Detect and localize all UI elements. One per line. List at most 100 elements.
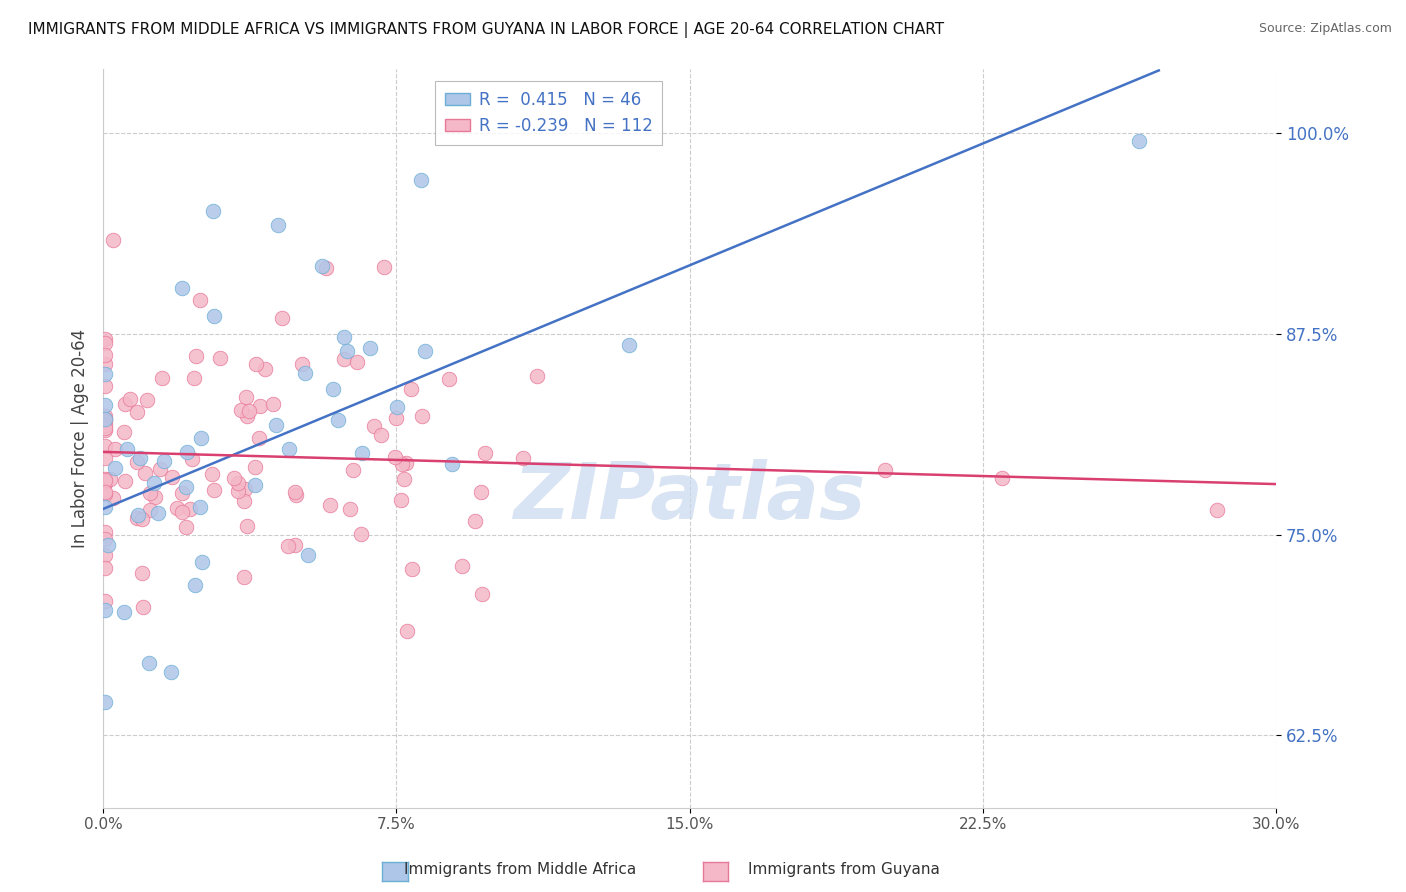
Point	[190, 432, 212, 446]
Point	[172, 486, 194, 500]
Point	[322, 382, 344, 396]
Point	[176, 480, 198, 494]
Point	[149, 461, 172, 475]
Point	[94, 348, 117, 362]
Point	[235, 390, 257, 404]
Point	[297, 548, 319, 562]
Point	[474, 446, 496, 460]
Point	[389, 493, 412, 508]
Point	[617, 338, 640, 352]
Point	[114, 397, 136, 411]
Point	[94, 476, 117, 491]
Point	[160, 469, 183, 483]
Point	[172, 505, 194, 519]
Point	[373, 260, 395, 275]
Point	[94, 367, 117, 381]
Point	[411, 409, 433, 424]
Point	[395, 456, 418, 470]
Point	[112, 425, 135, 439]
Point	[342, 463, 364, 477]
Point	[94, 473, 117, 487]
Point	[291, 358, 314, 372]
Point	[188, 500, 211, 514]
Point	[411, 173, 433, 187]
Point	[238, 403, 260, 417]
Point	[384, 450, 406, 464]
Point	[352, 446, 374, 460]
Point	[94, 411, 117, 425]
Text: ZIPatlas: ZIPatlas	[513, 459, 866, 535]
Point	[339, 502, 361, 516]
Point	[143, 475, 166, 490]
Point	[166, 500, 188, 515]
Point	[94, 439, 117, 453]
Point	[1206, 503, 1229, 517]
Point	[190, 824, 212, 838]
Point	[115, 442, 138, 456]
Point	[264, 418, 287, 433]
Point	[172, 281, 194, 295]
Point	[181, 452, 204, 467]
Point	[437, 372, 460, 386]
Point	[385, 400, 408, 414]
Point	[100, 472, 122, 486]
Point	[228, 484, 250, 499]
Point	[94, 476, 117, 491]
Point	[188, 293, 211, 308]
Point	[94, 484, 117, 499]
Point	[283, 485, 305, 500]
Point	[94, 423, 117, 437]
Point	[139, 503, 162, 517]
Point	[94, 594, 117, 608]
Point	[94, 335, 117, 350]
Point	[94, 500, 117, 514]
Point	[150, 371, 173, 385]
Point	[1128, 134, 1150, 148]
Point	[284, 538, 307, 552]
Point	[138, 657, 160, 671]
Point	[233, 494, 256, 508]
Point	[201, 467, 224, 481]
Point	[285, 488, 308, 502]
Point	[441, 457, 464, 471]
Point	[243, 459, 266, 474]
Point	[94, 421, 117, 435]
Point	[391, 457, 413, 471]
Point	[125, 455, 148, 469]
Point	[94, 398, 117, 412]
Point	[401, 561, 423, 575]
Point	[131, 511, 153, 525]
Point	[94, 379, 117, 393]
Point	[127, 508, 149, 523]
Point	[229, 402, 252, 417]
Point	[245, 357, 267, 371]
Point	[94, 332, 117, 346]
Point	[249, 399, 271, 413]
Point	[363, 419, 385, 434]
Point	[254, 362, 277, 376]
Point	[333, 351, 356, 366]
Point	[94, 414, 117, 428]
Point	[134, 467, 156, 481]
Point	[120, 392, 142, 406]
Point	[202, 309, 225, 323]
Point	[395, 624, 418, 638]
Point	[311, 260, 333, 274]
Point	[991, 471, 1014, 485]
Text: Source: ZipAtlas.com: Source: ZipAtlas.com	[1258, 22, 1392, 36]
Point	[104, 461, 127, 475]
Point	[336, 344, 359, 359]
Point	[135, 392, 157, 407]
Point	[138, 486, 160, 500]
Point	[370, 427, 392, 442]
Point	[131, 566, 153, 581]
Point	[267, 219, 290, 233]
Point	[94, 695, 117, 709]
Point	[114, 475, 136, 489]
Point	[270, 310, 292, 325]
Point	[183, 371, 205, 385]
Point	[294, 367, 316, 381]
Point	[451, 559, 474, 574]
Point	[94, 472, 117, 486]
Point	[146, 506, 169, 520]
